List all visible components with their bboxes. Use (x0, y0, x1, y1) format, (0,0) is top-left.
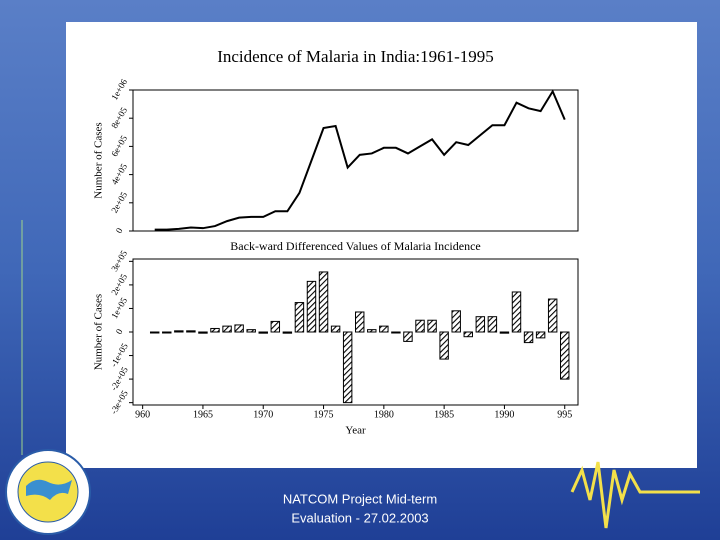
bar (415, 319, 425, 333)
x-tick-label: 1975 (314, 409, 334, 420)
bar (198, 331, 208, 334)
bar (511, 291, 522, 333)
y-tick-label: 0 (114, 226, 125, 235)
bar (451, 310, 461, 333)
x-tick-label: 1980 (374, 409, 394, 420)
panel (66, 22, 697, 468)
x-tick-label: 960 (135, 409, 150, 420)
bar (547, 298, 558, 333)
footer-line: NATCOM Project Mid-term (283, 491, 437, 506)
footer-line: Evaluation - 27.02.2003 (291, 510, 428, 525)
bar (342, 331, 353, 404)
bar (379, 325, 389, 333)
bar (330, 325, 341, 333)
logo (5, 449, 91, 535)
bar (523, 331, 534, 344)
x-tick-label: 1990 (494, 409, 514, 420)
x-axis-label: Year (345, 425, 366, 437)
bar (258, 331, 268, 334)
bar (475, 316, 486, 333)
bar (463, 331, 473, 338)
bar (162, 331, 172, 334)
bar (403, 331, 413, 342)
bar (222, 325, 232, 333)
bar (149, 331, 160, 334)
x-tick-label: 1970 (253, 409, 273, 420)
bar (270, 320, 281, 333)
chart-title: Back-ward Differenced Values of Malaria … (230, 239, 480, 253)
x-tick-label: 995 (557, 409, 572, 420)
bar (367, 329, 377, 333)
x-tick-label: 1965 (193, 409, 213, 420)
bar (499, 331, 510, 334)
y-tick-label: 0 (114, 327, 125, 336)
line (154, 89, 566, 231)
plot-frame (132, 89, 579, 232)
bar (560, 331, 570, 380)
bar (439, 331, 449, 360)
bar (391, 331, 401, 334)
bar (427, 319, 437, 333)
decor-wave (570, 461, 700, 529)
bar (210, 327, 220, 333)
bar (282, 331, 293, 334)
bar (306, 280, 317, 333)
bar (294, 302, 305, 333)
bar (174, 330, 184, 333)
bar (535, 331, 546, 339)
bar (246, 329, 256, 333)
bar (487, 316, 498, 333)
bar (355, 311, 365, 333)
y-axis-label: Number of Cases (93, 294, 105, 370)
bar (318, 271, 329, 333)
bar (186, 330, 196, 333)
chart-title: Incidence of Malaria in India:1961-1995 (217, 47, 494, 66)
x-tick-label: 1985 (434, 409, 454, 420)
bar (234, 324, 244, 333)
y-axis-label: Number of Cases (93, 122, 105, 198)
